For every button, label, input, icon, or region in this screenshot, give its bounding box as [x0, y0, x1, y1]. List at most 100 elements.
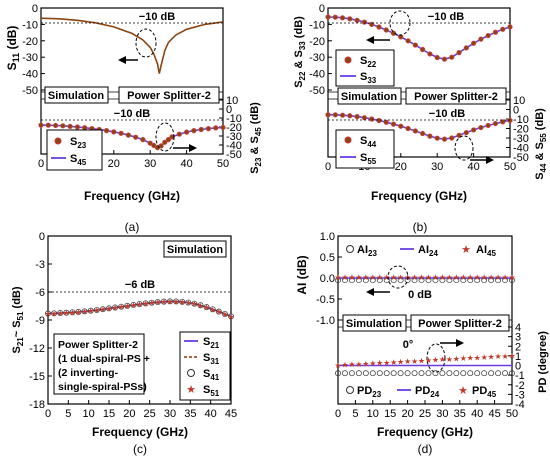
panel-c-legend-s21: S21: [203, 336, 220, 350]
panel-a-title: Power Splitter-2: [127, 90, 211, 102]
panel-b-top-ylabel: S22 & S33 (dB): [293, 16, 307, 88]
panel-b-s44-point: [449, 135, 455, 141]
panel-b-s22-point: [339, 15, 346, 21]
panel-d-pd45-point: ★: [508, 351, 515, 360]
panel-c-s51-point: ★: [160, 298, 167, 307]
panel-c-s41-point: [160, 298, 167, 305]
panel-a-s23-point: [38, 122, 44, 128]
panel-a-s23-point: [165, 137, 171, 143]
panel-c-ytick-label-2: -6: [35, 287, 45, 299]
panel-b-ticks: 010203040500-10-20-30-40-50100-10-20-30-…: [309, 3, 529, 173]
panel-d-pd23-point: [453, 370, 460, 377]
panel-d-pd45-point: ★: [501, 352, 508, 361]
panel-d-bottom-ytick-label-0: 4: [515, 322, 521, 334]
panel-c-xtick-label-5: 25: [144, 408, 156, 420]
panel-c-ytick-label-5: -15: [29, 371, 45, 383]
panel-b-top-arrowhead: [366, 36, 374, 44]
panel-b-top-legend: [335, 49, 395, 87]
panel-c-s41-point: [167, 298, 173, 305]
panel-a-s23-point: [45, 122, 51, 128]
panel-b-s44-point: [427, 133, 433, 139]
panel-c-s41-point: [228, 313, 234, 320]
panel-b-s22-point: [500, 26, 506, 32]
panel-c-s51-point: ★: [44, 309, 51, 318]
panel-b-s22-point: [390, 30, 397, 36]
panel-b-s44-point: [420, 130, 426, 137]
panel-d-ai23-point: [418, 277, 425, 284]
panel-d-legend-ai45-marker: ★: [461, 244, 471, 256]
panel-b: Simulation Power Splitter-2 010203040500…: [293, 3, 548, 234]
panel-b-s22-point: [427, 51, 433, 57]
panel-b-s44-point: [500, 119, 506, 125]
panel-d-pd45-point: ★: [460, 354, 467, 363]
panel-b-frame: [327, 7, 511, 158]
panel-c-s41-point: [203, 304, 210, 311]
panel-d-ai23-point: [390, 277, 397, 284]
panel-d-ai23-point: [411, 277, 418, 284]
panel-d-pd23-point: [509, 370, 515, 377]
panel-c-s41-point: [215, 308, 222, 315]
panel-c-s51-point: ★: [51, 309, 58, 318]
panel-b-bottom-ytick-label-0: 10: [513, 95, 525, 107]
panel-d-pd23-point: [502, 370, 508, 377]
panel-a-s23-point: [60, 123, 66, 129]
panel-b-legend-s55: S55: [360, 152, 377, 166]
panel-c-s41-point: [81, 308, 88, 315]
panel-c-s51-point: ★: [185, 299, 192, 308]
panel-b-top-ytick-label-5: -50: [309, 85, 325, 97]
panel-a: Simulation Power Splitter-2 010203040500…: [5, 3, 263, 234]
panel-b-top-ref-label: −10 dB: [428, 11, 464, 23]
panel-d-xtick-label-8: 40: [471, 408, 483, 420]
panel-d-pd45-point: ★: [362, 359, 369, 368]
panel-d-title-box: [410, 314, 510, 332]
panel-b-s44-point: [347, 113, 353, 119]
panel-d-pd23-point: [418, 370, 425, 377]
panel-d-ai23-point: [362, 277, 369, 284]
panel-a-s23-point: [151, 142, 157, 149]
panel-c-ylabel: S21~ S51 (dB): [11, 286, 25, 353]
panel-c-s41-point: [179, 298, 186, 305]
panel-d-ai45-point: ★: [494, 273, 501, 282]
panel-a-bottom-ytick-label-2: -10: [226, 113, 242, 125]
panel-b-s22-point: [325, 14, 331, 20]
panel-c-s51-point: ★: [87, 307, 94, 316]
panel-d-top-ytick-label-3: -0.5: [316, 294, 335, 306]
panel-b-s44-point: [383, 119, 389, 125]
panel-d-pd45-point: ★: [494, 352, 501, 361]
panel-c-xlabel: Frequency (GHz): [92, 425, 188, 439]
panel-b-sim-label: Simulation: [341, 91, 398, 103]
panel-b-sim-box: [337, 87, 402, 105]
panel-d-pd23-point: [474, 370, 481, 377]
panel-d-top-legend: [342, 240, 508, 258]
panel-d-ai23-point: [335, 277, 341, 284]
panel-d-bottom-ytick-label-7: -3: [515, 389, 525, 401]
panel-d-pd45-point: ★: [383, 358, 390, 367]
panel-a-legend-s23: S23: [70, 136, 87, 150]
panel-d-pd45-point: ★: [341, 361, 348, 370]
panel-b-top-ytick-label-4: -40: [309, 69, 325, 81]
panel-b-s22-point: [507, 24, 513, 30]
panel-d-pd23-point: [335, 370, 341, 377]
panel-c-s41-point: [191, 300, 198, 307]
panel-b-s22-point: [441, 56, 448, 62]
panel-c-s51-point: ★: [93, 306, 100, 315]
panel-d-xtick-label-1: 5: [352, 408, 358, 420]
panel-d-xtick-label-9: 45: [488, 408, 500, 420]
panel-c-caption: (c): [133, 442, 147, 456]
panel-d-pd23-point: [369, 370, 376, 377]
panel-c-xtick-label-1: 5: [65, 408, 71, 420]
panel-c-s51-point: ★: [209, 305, 216, 314]
panel-d-ai45-point: ★: [453, 273, 460, 282]
panel-c-s51-point: ★: [227, 312, 234, 321]
panel-d-pd45-point: ★: [411, 357, 418, 366]
panel-d-pd23-point: [348, 370, 355, 377]
panel-a-bottom-ytick-label-5: -40: [226, 140, 242, 152]
panel-b-s22-point: [434, 54, 440, 61]
panel-d-bottom-ytick-label-6: -2: [515, 380, 525, 392]
panel-d: Simulation Power Splitter-2 0 5 10 15 20 25 30…: [295, 231, 549, 456]
panel-c-note-box: [53, 333, 145, 395]
panel-b-s44-point: [325, 112, 331, 118]
panel-b-s22-point: [478, 36, 484, 42]
panel-b-s44-point: [478, 124, 484, 131]
panel-b-s22-point: [463, 45, 469, 51]
